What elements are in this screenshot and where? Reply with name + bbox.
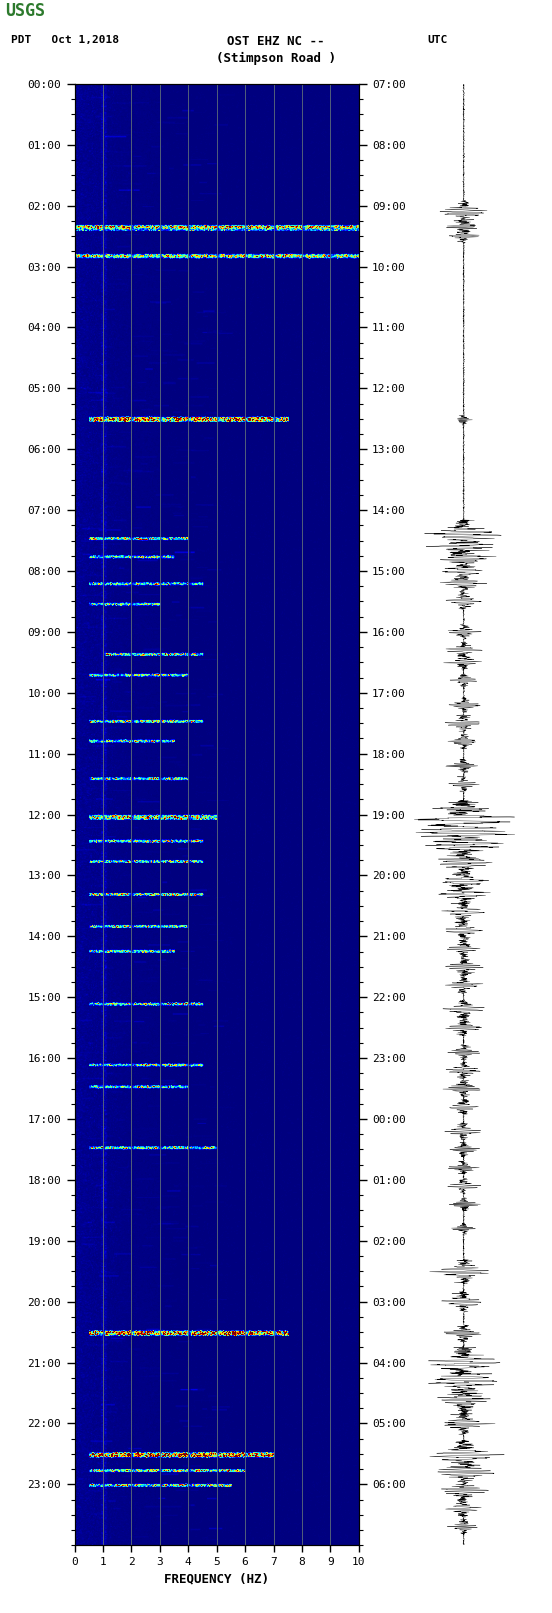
Text: USGS: USGS bbox=[6, 3, 45, 21]
X-axis label: FREQUENCY (HZ): FREQUENCY (HZ) bbox=[164, 1573, 269, 1586]
Text: UTC: UTC bbox=[428, 35, 448, 45]
Text: (Stimpson Road ): (Stimpson Road ) bbox=[216, 52, 336, 65]
Text: OST EHZ NC --: OST EHZ NC -- bbox=[227, 35, 325, 48]
Text: PDT   Oct 1,2018: PDT Oct 1,2018 bbox=[11, 35, 119, 45]
